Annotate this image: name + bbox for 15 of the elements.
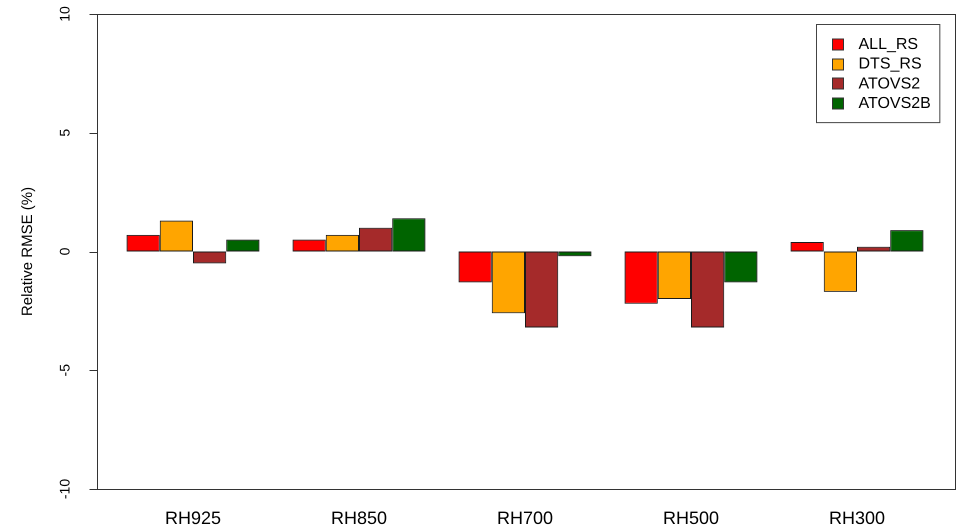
y-tick-label: 10 <box>56 6 73 22</box>
x-tick-label: RH300 <box>828 508 886 528</box>
y-axis-title: Relative RMSE (%) <box>19 186 36 316</box>
x-tick-label: RH925 <box>164 508 222 528</box>
x-tick-label: RH500 <box>662 508 720 528</box>
x-tick-label: RH700 <box>496 508 554 528</box>
y-tick-label: -5 <box>56 364 73 376</box>
legend-label: ATOVS2 <box>858 75 920 92</box>
x-tick-label: RH850 <box>330 508 388 528</box>
y-tick-label: 5 <box>56 128 73 137</box>
y-tick-label: -10 <box>56 478 73 500</box>
y-tick-label: 0 <box>56 247 73 256</box>
legend-label: DTS_RS <box>858 56 922 73</box>
legend-label: ATOVS2B <box>858 95 931 112</box>
legend-label: ALL_RS <box>858 36 918 53</box>
